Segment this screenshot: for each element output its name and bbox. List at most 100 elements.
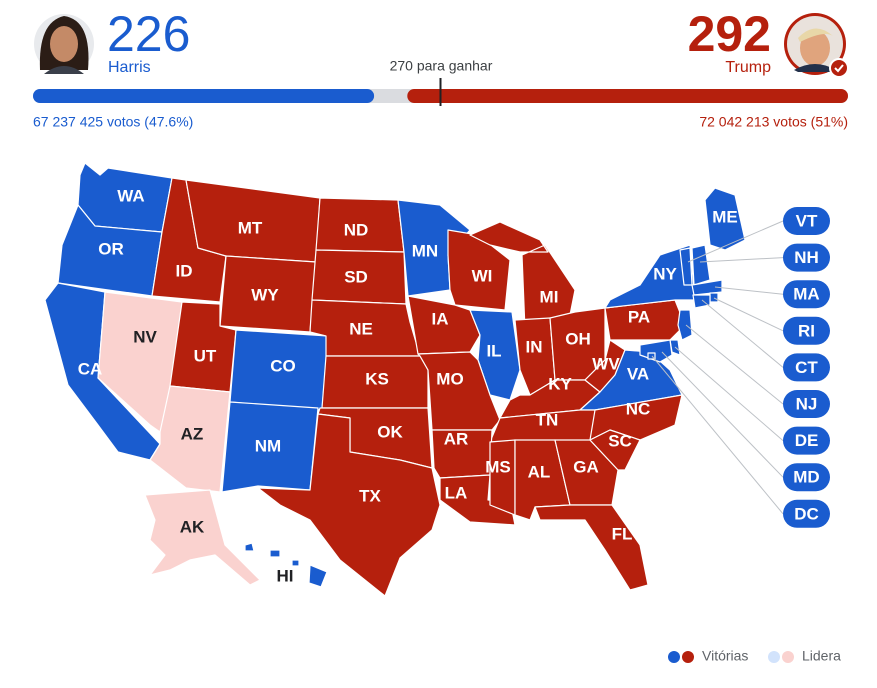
state-label: NC — [626, 399, 651, 418]
state-bubble — [783, 316, 830, 345]
state — [589, 429, 641, 471]
legend-swatch — [768, 651, 780, 663]
trump-popular-vote: 72 042 213 votos (51%) — [699, 114, 848, 130]
state-label: IA — [432, 309, 449, 328]
state-label: MS — [485, 457, 511, 476]
state-label: OH — [565, 329, 591, 348]
state-label: ID — [176, 261, 193, 280]
state — [149, 385, 231, 493]
state-label: AR — [444, 429, 469, 448]
state-label: TX — [359, 486, 381, 505]
state-label: CT — [795, 358, 818, 377]
state-label: NH — [794, 248, 819, 267]
state-label: NE — [349, 319, 373, 338]
state-label: LA — [445, 483, 468, 502]
leader-line — [699, 257, 784, 263]
state — [534, 504, 649, 591]
leader-line — [651, 355, 784, 515]
trump-photo — [784, 13, 849, 78]
us-map: WA OR CA NV ID MT WY UT AZ CO NM ND SD NE KS OK TX MN WI MI… — [44, 162, 830, 597]
state — [691, 279, 723, 296]
state-label: DE — [795, 431, 819, 450]
state-label: HI — [277, 566, 294, 585]
leader-line — [701, 299, 784, 368]
legend-label: Lidera — [802, 648, 841, 664]
state-label: DC — [794, 504, 819, 523]
leader-line — [713, 297, 784, 332]
state-label: IL — [486, 341, 501, 360]
state-label: WY — [251, 285, 279, 304]
state-label: SD — [344, 267, 368, 286]
state-label: AZ — [181, 424, 204, 443]
state-label: AL — [528, 462, 551, 481]
legend-swatch — [668, 651, 680, 663]
state-label: IN — [526, 337, 543, 356]
state-label: NY — [653, 264, 677, 283]
state-bubble — [783, 207, 830, 235]
state-label: AK — [180, 517, 205, 536]
state — [144, 489, 261, 586]
state-label: MT — [238, 218, 263, 237]
harris-bar — [33, 89, 375, 103]
state-label: SC — [608, 431, 632, 450]
state — [704, 187, 746, 251]
state — [677, 309, 693, 341]
legend-swatch — [782, 651, 794, 663]
leader-line — [661, 351, 784, 478]
state — [692, 294, 711, 309]
state — [691, 244, 711, 286]
state — [469, 309, 521, 401]
state-label: ME — [712, 207, 738, 226]
state — [321, 355, 429, 409]
state-label: GA — [573, 457, 599, 476]
state-label: WI — [472, 266, 493, 285]
state-label: OK — [377, 422, 403, 441]
trump-electoral-votes: 292 — [688, 6, 771, 62]
harris-photo — [34, 14, 94, 74]
trump-bar — [407, 89, 848, 103]
state-label: MD — [793, 468, 819, 487]
state-label: UT — [194, 346, 217, 365]
threshold-label: 270 para ganhar — [390, 58, 493, 74]
state — [244, 542, 328, 588]
state-label: NM — [255, 436, 281, 455]
state — [257, 413, 441, 597]
state-label: ND — [344, 220, 369, 239]
state-label: CA — [78, 359, 103, 378]
state-label: FL — [612, 524, 633, 543]
legend-swatch — [682, 651, 694, 663]
electoral-bar — [33, 78, 848, 106]
state-label: KS — [365, 369, 389, 388]
state-bubble — [783, 463, 830, 492]
state-bubble — [783, 426, 830, 455]
state-label: WV — [592, 354, 620, 373]
state-label: OR — [98, 239, 124, 258]
legend: Vitórias Lidera — [668, 648, 841, 664]
state-bubble — [783, 243, 830, 272]
state-label: NJ — [796, 394, 818, 413]
state — [709, 292, 719, 303]
state-label: MO — [436, 369, 463, 388]
state-label: WA — [117, 186, 144, 205]
state-bubble — [783, 499, 830, 528]
harris-name: Harris — [108, 59, 151, 76]
trump-name: Trump — [725, 59, 771, 76]
state-label: MA — [793, 285, 819, 304]
state-label: KY — [548, 374, 572, 393]
state-bubble — [783, 390, 830, 418]
state-label: RI — [798, 321, 815, 340]
leader-line — [714, 286, 784, 295]
state-label: PA — [628, 307, 650, 326]
state — [469, 221, 576, 331]
state — [554, 439, 619, 506]
state-label: MI — [540, 287, 559, 306]
state — [489, 439, 516, 516]
state-label: VA — [627, 364, 649, 383]
state — [604, 244, 696, 309]
leader-line — [685, 324, 784, 405]
state-bubble — [783, 280, 830, 309]
state — [221, 401, 319, 493]
state-label: MN — [412, 241, 438, 260]
state-bubble — [783, 353, 830, 382]
